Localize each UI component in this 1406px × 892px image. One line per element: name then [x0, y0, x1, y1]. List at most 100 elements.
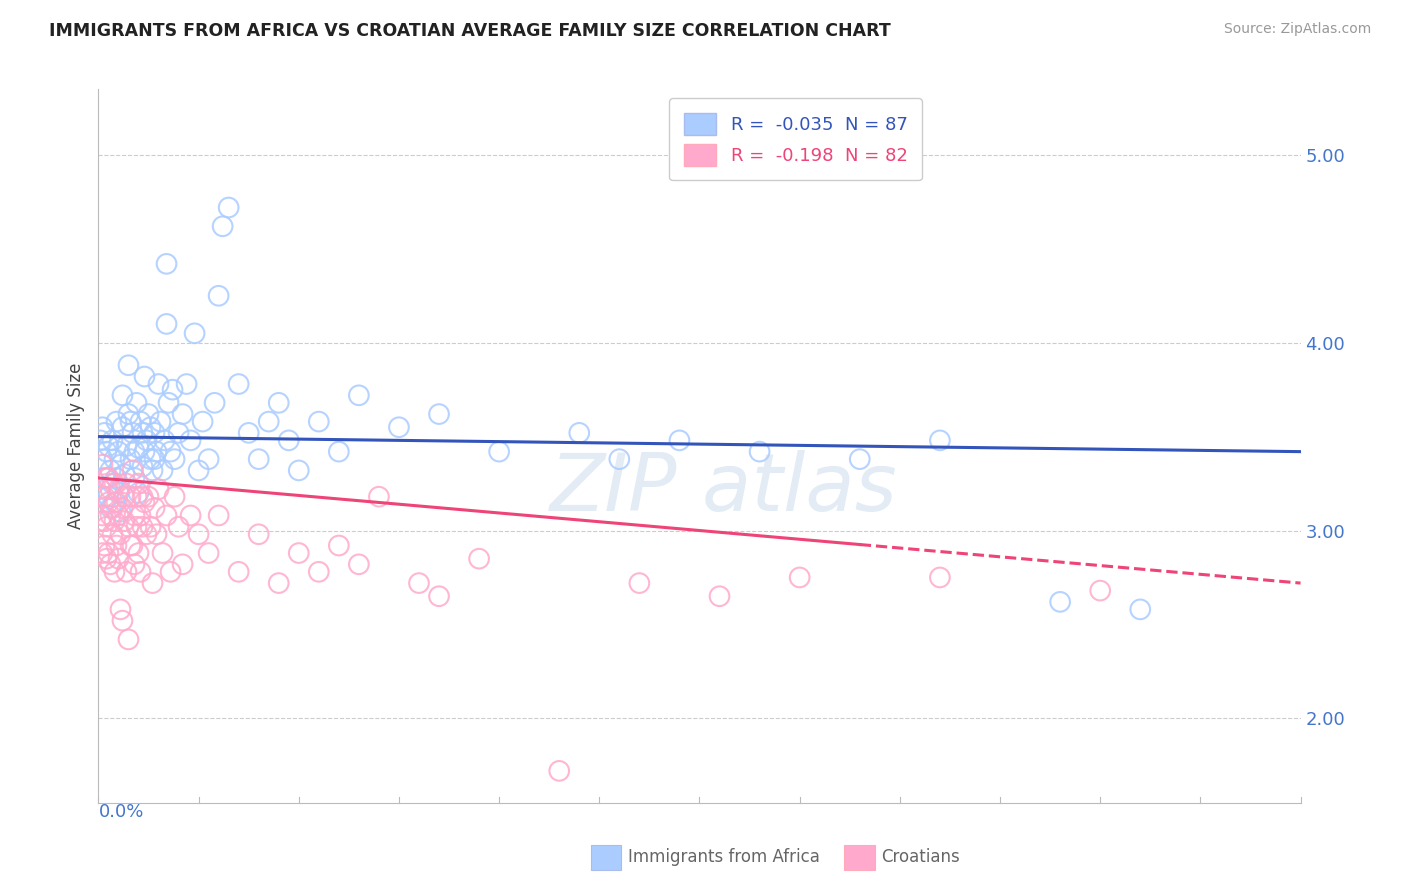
Point — [267, 396, 290, 410]
Point — [748, 444, 770, 458]
Point — [101, 434, 124, 448]
Point — [1129, 602, 1152, 616]
Text: IMMIGRANTS FROM AFRICA VS CROATIAN AVERAGE FAMILY SIZE CORRELATION CHART: IMMIGRANTS FROM AFRICA VS CROATIAN AVERA… — [49, 22, 891, 40]
Point — [96, 444, 118, 458]
Text: Croatians: Croatians — [882, 848, 960, 866]
Point — [91, 452, 114, 467]
Point — [91, 546, 114, 560]
Legend: R =  -0.035  N = 87, R =  -0.198  N = 82: R = -0.035 N = 87, R = -0.198 N = 82 — [669, 98, 922, 180]
Point — [141, 576, 163, 591]
Point — [114, 467, 136, 482]
Point — [157, 396, 180, 410]
Point — [105, 495, 128, 509]
Point — [111, 500, 134, 515]
Point — [129, 565, 152, 579]
Point — [159, 565, 181, 579]
Point — [267, 576, 290, 591]
Point — [125, 396, 148, 410]
Point — [103, 476, 125, 491]
Point — [110, 602, 132, 616]
Point — [103, 495, 125, 509]
Point — [155, 257, 177, 271]
Point — [388, 420, 411, 434]
Point — [101, 500, 124, 515]
Point — [159, 444, 181, 458]
Point — [128, 546, 150, 560]
Point — [100, 463, 122, 477]
Point — [97, 471, 120, 485]
Point — [128, 486, 150, 500]
Point — [145, 444, 167, 458]
Point — [172, 558, 194, 572]
Point — [308, 565, 330, 579]
Point — [141, 463, 163, 477]
Point — [96, 471, 118, 485]
Point — [93, 490, 115, 504]
Point — [100, 508, 122, 523]
Point — [107, 444, 129, 458]
Point — [155, 317, 177, 331]
Point — [121, 463, 143, 477]
Point — [101, 527, 124, 541]
Point — [138, 407, 160, 421]
Point — [347, 558, 370, 572]
Point — [328, 444, 350, 458]
Point — [107, 486, 129, 500]
Point — [247, 527, 270, 541]
Point — [568, 425, 591, 440]
Point — [96, 482, 118, 496]
Point — [114, 490, 136, 504]
Point — [120, 415, 142, 429]
Point — [180, 434, 202, 448]
Point — [152, 546, 174, 560]
Point — [628, 576, 651, 591]
Point — [91, 420, 114, 434]
Point — [238, 425, 260, 440]
Point — [110, 527, 132, 541]
Point — [134, 444, 156, 458]
Point — [1088, 583, 1111, 598]
Point — [120, 452, 142, 467]
Point — [91, 508, 114, 523]
Point — [97, 490, 120, 504]
Point — [187, 463, 209, 477]
Point — [139, 420, 162, 434]
Point — [117, 358, 139, 372]
Point — [139, 452, 162, 467]
Point — [131, 425, 153, 440]
Point — [183, 326, 205, 341]
Point — [100, 482, 122, 496]
Point — [93, 514, 115, 528]
Point — [143, 500, 166, 515]
Point — [101, 476, 124, 491]
Point — [105, 539, 128, 553]
Point — [111, 388, 134, 402]
Point — [187, 527, 209, 541]
Point — [1049, 595, 1071, 609]
Point — [110, 505, 132, 519]
Point — [93, 471, 115, 485]
Point — [211, 219, 233, 234]
Point — [308, 415, 330, 429]
Point — [138, 490, 160, 504]
Point — [408, 576, 430, 591]
Point — [115, 439, 138, 453]
Point — [124, 471, 146, 485]
Point — [427, 407, 450, 421]
Point — [347, 388, 370, 402]
Point — [288, 463, 311, 477]
Point — [167, 520, 190, 534]
Point — [488, 444, 510, 458]
Point — [288, 546, 311, 560]
Point — [129, 415, 152, 429]
Point — [129, 508, 152, 523]
Point — [789, 570, 811, 584]
Point — [197, 452, 219, 467]
Point — [97, 439, 120, 453]
Point — [167, 425, 190, 440]
Point — [218, 201, 240, 215]
Point — [107, 508, 129, 523]
Point — [709, 589, 731, 603]
Point — [111, 420, 134, 434]
Point — [929, 434, 952, 448]
